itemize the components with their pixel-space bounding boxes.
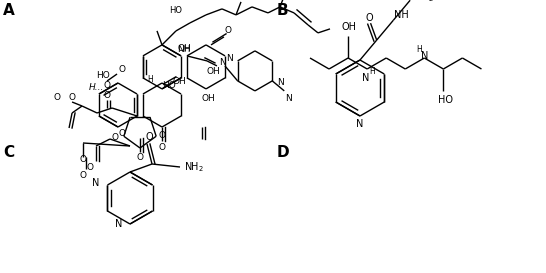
Text: O: O	[158, 130, 165, 140]
Text: OH: OH	[206, 67, 220, 76]
Text: N: N	[92, 178, 99, 188]
Text: O: O	[111, 132, 118, 141]
Text: N: N	[285, 94, 292, 103]
Text: O: O	[118, 129, 126, 138]
Text: HO: HO	[96, 70, 110, 79]
Text: O: O	[136, 153, 144, 162]
Text: O: O	[80, 171, 86, 180]
Text: O: O	[118, 66, 126, 75]
Text: N: N	[277, 78, 283, 87]
Text: O: O	[86, 162, 93, 171]
Text: C: C	[3, 145, 14, 160]
Text: H: H	[417, 44, 422, 54]
Text: N: N	[226, 54, 233, 63]
Text: N: N	[357, 119, 364, 129]
Text: O: O	[145, 132, 153, 142]
Text: O: O	[104, 91, 110, 100]
Text: NH: NH	[177, 45, 191, 54]
Text: O: O	[365, 13, 373, 23]
Text: NH$_2$: NH$_2$	[414, 0, 434, 4]
Text: B: B	[277, 3, 289, 18]
Text: N: N	[115, 219, 122, 229]
Text: H: H	[369, 67, 375, 76]
Text: O: O	[158, 143, 165, 152]
Text: N: N	[363, 73, 370, 83]
Text: O: O	[80, 156, 86, 165]
Text: OH: OH	[177, 44, 191, 54]
Text: OH: OH	[201, 94, 215, 103]
Text: HO: HO	[169, 6, 182, 15]
Text: H...: H...	[89, 84, 104, 93]
Text: HO: HO	[235, 0, 248, 1]
Text: N: N	[420, 51, 428, 61]
Text: A: A	[3, 3, 15, 18]
Text: H: H	[147, 75, 153, 84]
Text: HO: HO	[438, 95, 453, 105]
Text: D: D	[277, 145, 289, 160]
Text: NH: NH	[394, 10, 409, 20]
Text: OH: OH	[172, 78, 186, 87]
Text: O: O	[224, 26, 232, 35]
Text: HO: HO	[162, 82, 176, 91]
Text: O: O	[69, 93, 75, 102]
Text: OH: OH	[342, 22, 357, 32]
Text: O: O	[104, 82, 110, 91]
Text: N: N	[219, 58, 227, 67]
Text: NH$_2$: NH$_2$	[184, 160, 204, 174]
Text: O: O	[54, 93, 61, 102]
